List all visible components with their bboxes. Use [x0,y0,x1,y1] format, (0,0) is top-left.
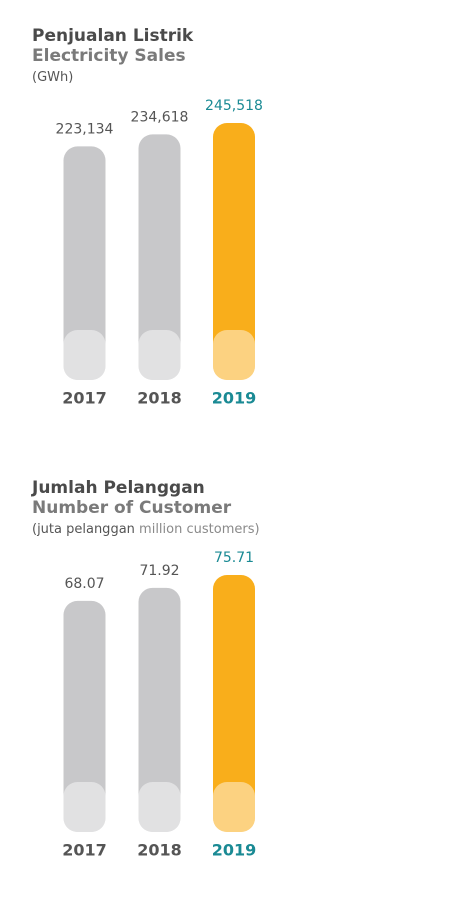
value-label: 223,134 [56,121,114,137]
bar [213,575,255,832]
value-label: 68.07 [64,576,104,592]
chart-title: Jumlah Pelanggan [31,478,205,498]
x-tick-label: 2019 [212,389,257,408]
x-tick-label: 2018 [137,389,182,408]
chart-title: Penjualan Listrik [32,26,194,46]
unit: (juta pelanggan [32,522,135,537]
bar [213,123,255,380]
bar-base [63,782,106,832]
chart-subtitle: Number of Customer [32,498,232,518]
unit-label: (GWh) [32,70,73,85]
unit-label: (juta pelanggan million customers) [32,522,260,537]
bar [138,134,181,380]
bar [63,146,106,380]
bar [63,600,106,832]
x-tick-label: 2017 [62,389,107,408]
chart-subtitle: Electricity Sales [32,46,186,66]
unit: (GWh) [32,70,73,85]
unit-en: million customers) [139,522,260,537]
x-tick-label: 2017 [62,841,107,860]
bar-base [63,330,106,380]
x-tick-label: 2019 [212,841,257,860]
bar [138,587,181,832]
bar-base [213,782,255,832]
bar-base [213,330,255,380]
value-label: 234,618 [131,109,189,125]
value-label: 71.92 [139,563,179,579]
value-label: 75.71 [214,550,254,566]
x-tick-label: 2018 [137,841,182,860]
bar-base [138,330,181,380]
bar-base [138,782,181,832]
value-label: 245,518 [205,98,263,114]
